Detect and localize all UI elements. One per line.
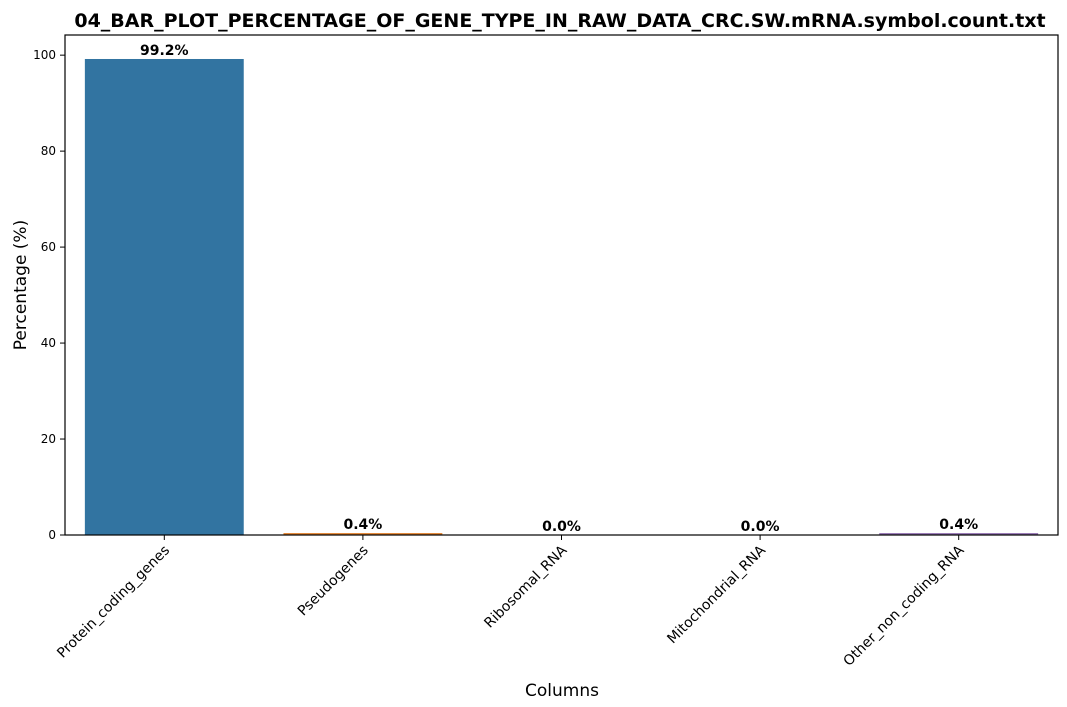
bar-value-label: 99.2%: [140, 43, 189, 59]
y-tick-label: 20: [41, 432, 56, 446]
bar-value-label: 0.0%: [741, 519, 780, 535]
x-tick-label: Protein_coding_genes: [54, 543, 173, 662]
y-axis: 0 20 40 60 80 100: [33, 48, 65, 542]
bar-pseudogenes: [283, 533, 443, 535]
bar-value-label: 0.4%: [939, 517, 978, 533]
x-tick-label: Other_non_coding_RNA: [841, 542, 968, 669]
bar-other-non-coding-rna: [879, 533, 1039, 535]
bars-layer: [84, 58, 1039, 536]
bar-labels-layer: 99.2% 0.4% 0.0% 0.0% 0.4%: [140, 43, 978, 535]
chart-title: 04_BAR_PLOT_PERCENTAGE_OF_GENE_TYPE_IN_R…: [74, 10, 1045, 32]
x-axis: Protein_coding_genes Pseudogenes Ribosomal…: [54, 535, 968, 670]
y-tick-label: 0: [48, 528, 56, 542]
y-tick-label: 40: [41, 336, 56, 350]
plot-frame: [64, 34, 1059, 536]
y-tick-label: 80: [41, 144, 56, 158]
y-axis-label: Percentage (%): [11, 220, 31, 350]
x-axis-label: Columns: [525, 681, 599, 701]
bar-value-label: 0.0%: [542, 519, 581, 535]
y-tick-label: 100: [33, 48, 56, 62]
y-tick-label: 60: [41, 240, 56, 254]
bar-value-label: 0.4%: [343, 517, 382, 533]
x-tick-label: Ribosomal_RNA: [481, 542, 570, 631]
x-tick-label: Pseudogenes: [295, 543, 372, 620]
bar-protein-coding-genes: [84, 58, 244, 536]
x-tick-label: Mitochondrial_RNA: [664, 542, 769, 647]
